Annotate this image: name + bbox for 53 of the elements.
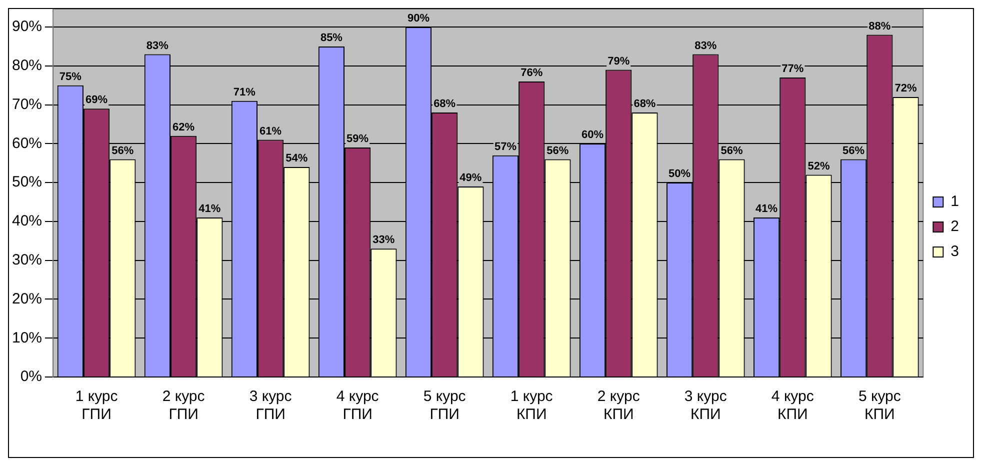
legend-label: 2 bbox=[950, 218, 959, 236]
legend-label: 3 bbox=[950, 243, 959, 260]
data-label: 76% bbox=[520, 66, 543, 79]
data-label: 79% bbox=[608, 55, 630, 68]
data-label: 56% bbox=[112, 144, 134, 157]
data-label: 59% bbox=[346, 133, 369, 146]
x-tick-label: 4 курс КПИ bbox=[771, 388, 814, 424]
data-label: 69% bbox=[86, 94, 108, 106]
y-tick-label: 90% bbox=[12, 18, 42, 36]
data-label: 41% bbox=[198, 203, 221, 216]
y-tick-label: 40% bbox=[12, 212, 42, 230]
x-tick-label: 5 курс ГПИ bbox=[423, 388, 466, 424]
data-label: 56% bbox=[546, 144, 569, 157]
data-label: 60% bbox=[581, 129, 604, 142]
x-tick-label: 2 курс ГПИ bbox=[162, 388, 206, 424]
x-tick-label: 3 курс КПИ bbox=[684, 388, 728, 424]
y-tick-label: 0% bbox=[20, 368, 42, 386]
data-label: 56% bbox=[720, 144, 743, 157]
x-tick-label: 1 курс КПИ bbox=[510, 388, 554, 424]
data-label: 50% bbox=[668, 168, 691, 180]
data-label: 33% bbox=[372, 234, 395, 246]
data-label: 54% bbox=[286, 152, 308, 165]
x-tick-label: 2 курс КПИ bbox=[597, 388, 640, 424]
x-tick-label: 3 курс ГПИ bbox=[249, 388, 292, 424]
data-label: 52% bbox=[808, 160, 830, 172]
data-label: 72% bbox=[894, 82, 917, 95]
data-label: 83% bbox=[694, 40, 717, 52]
data-label: 83% bbox=[146, 40, 169, 52]
y-tick-label: 10% bbox=[12, 329, 42, 346]
data-label: 68% bbox=[634, 98, 656, 110]
data-label: 71% bbox=[233, 86, 256, 98]
y-tick-label: 30% bbox=[12, 251, 42, 268]
y-tick-label: 20% bbox=[12, 290, 42, 308]
x-tick-label: 5 курс КПИ bbox=[858, 388, 902, 424]
data-label: 68% bbox=[434, 98, 456, 110]
data-label: 56% bbox=[842, 144, 865, 157]
data-label: 41% bbox=[756, 203, 778, 216]
data-label: 62% bbox=[172, 121, 195, 134]
data-label: 57% bbox=[494, 140, 517, 153]
y-tick-label: 60% bbox=[12, 134, 42, 152]
data-label: 61% bbox=[260, 125, 282, 138]
data-label: 85% bbox=[320, 32, 343, 44]
x-tick-label: 1 курс ГПИ bbox=[75, 388, 118, 424]
legend-label: 1 bbox=[950, 193, 959, 210]
y-tick-label: 80% bbox=[12, 57, 42, 74]
y-tick-label: 70% bbox=[12, 96, 42, 113]
data-label: 49% bbox=[460, 172, 482, 184]
data-label: 90% bbox=[407, 12, 430, 25]
data-label: 75% bbox=[59, 70, 82, 83]
data-label: 77% bbox=[782, 63, 804, 76]
x-tick-label: 4 курс ГПИ bbox=[336, 388, 380, 424]
data-label: 88% bbox=[868, 20, 891, 32]
y-tick-label: 50% bbox=[12, 174, 42, 191]
